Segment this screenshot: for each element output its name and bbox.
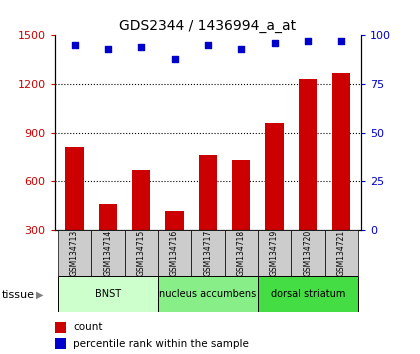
Text: ▶: ▶ [36,290,43,299]
FancyBboxPatch shape [258,276,358,312]
Bar [332,73,350,230]
Text: GSM134720: GSM134720 [303,230,312,276]
FancyBboxPatch shape [258,230,291,276]
Text: percentile rank within the sample: percentile rank within the sample [73,339,249,349]
Text: BNST: BNST [95,289,121,299]
Bar [132,170,150,230]
Text: nucleus accumbens: nucleus accumbens [159,289,257,299]
Text: GSM134714: GSM134714 [103,230,113,276]
Text: GSM134716: GSM134716 [170,230,179,276]
FancyBboxPatch shape [158,276,258,312]
Bar [265,123,284,230]
Bar [55,322,66,333]
Text: dorsal striatum: dorsal striatum [271,289,345,299]
Point [71,42,78,48]
FancyBboxPatch shape [325,230,358,276]
Bar [199,155,217,230]
Text: GSM134715: GSM134715 [137,230,146,276]
Bar [55,338,66,349]
Bar [165,211,184,230]
FancyBboxPatch shape [291,230,325,276]
Point [138,44,144,50]
Text: tissue: tissue [2,290,35,299]
FancyBboxPatch shape [91,230,125,276]
Point [205,42,211,48]
Text: GSM134719: GSM134719 [270,230,279,276]
FancyBboxPatch shape [58,230,91,276]
Bar [99,204,117,230]
Point [171,56,178,62]
Point [238,46,244,52]
FancyBboxPatch shape [125,230,158,276]
Point [271,40,278,46]
Point [304,38,311,44]
Text: GSM134718: GSM134718 [237,230,246,276]
FancyBboxPatch shape [158,230,191,276]
Text: GSM134717: GSM134717 [203,230,213,276]
Point [105,46,111,52]
FancyBboxPatch shape [58,276,158,312]
Title: GDS2344 / 1436994_a_at: GDS2344 / 1436994_a_at [119,19,297,33]
Text: count: count [73,322,102,332]
Text: GSM134713: GSM134713 [70,230,79,276]
FancyBboxPatch shape [225,230,258,276]
Bar [66,147,84,230]
Bar [232,160,250,230]
Point [338,38,344,44]
Text: GSM134721: GSM134721 [337,230,346,276]
Bar [299,79,317,230]
FancyBboxPatch shape [191,230,225,276]
